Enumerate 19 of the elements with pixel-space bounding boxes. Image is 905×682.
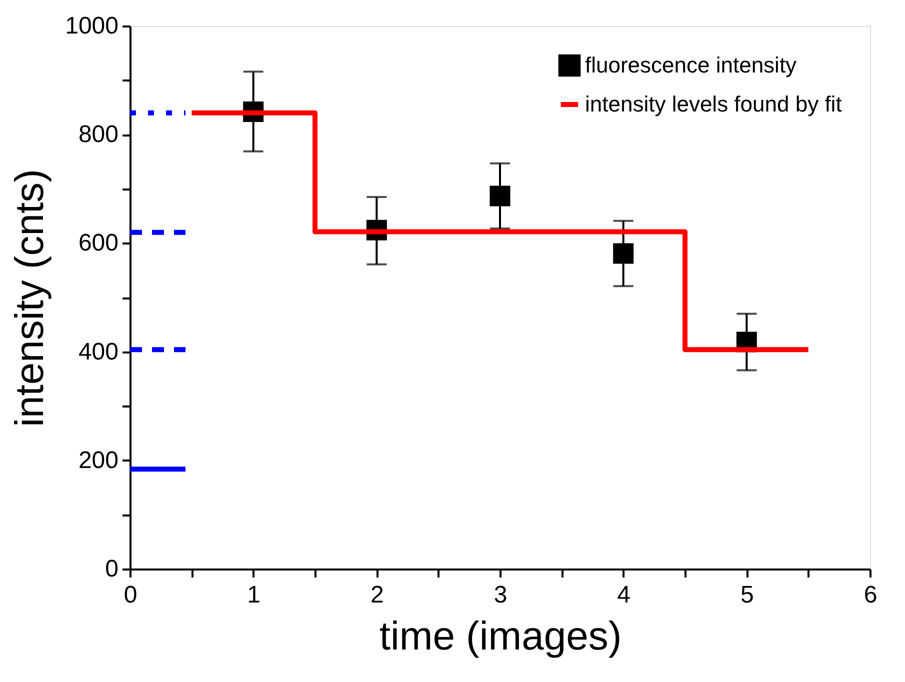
y-tick-label: 400 <box>78 338 118 366</box>
x-tick-label: 0 <box>124 582 138 608</box>
legend-label: intensity levels found by fit <box>585 92 842 116</box>
x-axis-title: time (images) <box>379 614 622 658</box>
y-axis-title: intensity (cnts) <box>8 169 52 427</box>
x-tick-label: 3 <box>494 582 508 608</box>
y-tick-label: 1000 <box>65 12 118 40</box>
x-tick-label: 4 <box>617 582 631 608</box>
y-tick-label: 600 <box>78 230 118 257</box>
point <box>613 243 634 264</box>
y-tick-label: 200 <box>78 446 118 474</box>
y-tick-label: 800 <box>78 121 118 148</box>
point <box>490 186 510 206</box>
x-tick-label: 2 <box>370 582 384 608</box>
x-tick-label: 1 <box>247 582 261 608</box>
x-tick-label: 5 <box>740 582 754 608</box>
legend-label: fluorescence intensity <box>585 52 797 78</box>
x-tick-label: 6 <box>864 582 878 608</box>
y-tick-label: 0 <box>105 556 118 582</box>
